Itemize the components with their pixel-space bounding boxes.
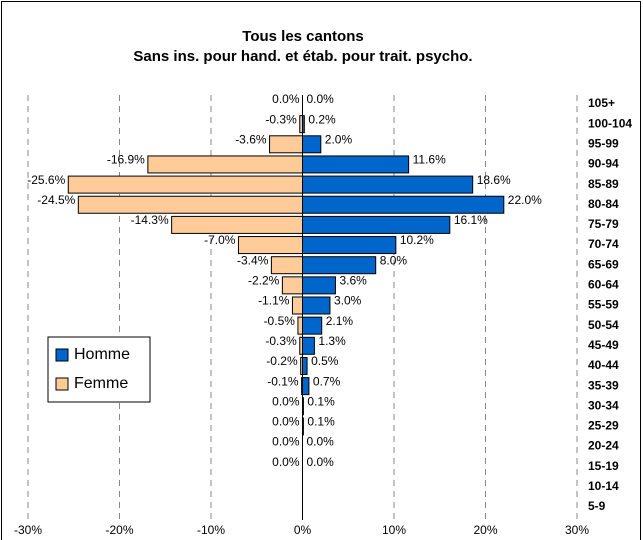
x-tick-label: 0% [294, 523, 312, 537]
bar [147, 155, 303, 174]
chart-subtitle: Sans ins. pour hand. et étab. pour trait… [133, 48, 472, 65]
data-label: 10.2% [400, 233, 434, 247]
data-label: 0.0% [272, 435, 300, 449]
bar [302, 236, 397, 255]
data-label: 2.1% [326, 314, 354, 328]
bar [302, 175, 474, 194]
data-label: 0.7% [313, 374, 341, 388]
y-tick-label: 105+ [588, 96, 615, 110]
y-tick-label: 85-89 [588, 177, 619, 191]
data-label: -0.5% [264, 314, 296, 328]
data-label: 0.5% [311, 354, 339, 368]
bar [237, 236, 303, 255]
legend-label: Homme [74, 346, 130, 363]
legend-box [47, 336, 151, 403]
y-tick-label: 60-64 [588, 278, 619, 292]
x-tick-label: -20% [105, 523, 133, 537]
y-tick-label: 25-29 [588, 419, 619, 433]
data-label: 3.0% [334, 294, 362, 308]
data-label: -0.3% [265, 334, 297, 348]
y-tick-label: 65-69 [588, 257, 619, 271]
bar [297, 316, 303, 335]
legend-label: Femme [74, 375, 128, 392]
bar [302, 155, 410, 174]
data-label: 1.3% [318, 334, 346, 348]
data-label: 0.0% [307, 92, 335, 106]
x-tick-label: 30% [565, 523, 589, 537]
bar [302, 316, 323, 335]
y-tick-label: 75-79 [588, 217, 619, 231]
data-label: 22.0% [508, 193, 542, 207]
data-label: -0.3% [265, 112, 297, 126]
bar [291, 296, 303, 315]
data-label: 18.6% [477, 173, 511, 187]
chart-title: Tous les cantons [242, 28, 363, 45]
data-label: 2.0% [325, 132, 353, 146]
y-tick-label: 30-34 [588, 398, 619, 412]
legend-swatch [55, 377, 69, 391]
y-tick-label: 90-94 [588, 157, 619, 171]
data-label: -25.6% [27, 173, 65, 187]
x-tick-label: 10% [382, 523, 406, 537]
data-label: -16.9% [107, 153, 145, 167]
y-tick-label: 35-39 [588, 378, 619, 392]
bar [302, 356, 308, 375]
data-label: -3.4% [237, 253, 269, 267]
y-tick-label: 45-49 [588, 338, 619, 352]
data-label: 0.0% [272, 415, 300, 429]
bar [302, 256, 377, 275]
data-label: 0.1% [307, 394, 335, 408]
data-label: 0.0% [272, 92, 300, 106]
data-label: -24.5% [37, 193, 75, 207]
data-label: -7.0% [204, 233, 236, 247]
x-tick-label: -10% [197, 523, 225, 537]
data-label: -1.1% [258, 294, 290, 308]
data-label: -0.2% [266, 354, 298, 368]
bar [302, 276, 336, 295]
legend-swatch [55, 348, 69, 362]
y-tick-label: 10-14 [588, 479, 619, 493]
bar [302, 377, 310, 396]
bar [281, 276, 303, 295]
bar [302, 215, 451, 234]
bar [302, 195, 505, 214]
bar [269, 135, 303, 154]
y-tick-label: 20-24 [588, 439, 619, 453]
data-label: 0.0% [307, 455, 335, 469]
data-label: -14.3% [131, 213, 169, 227]
data-label: -2.2% [248, 274, 280, 288]
bar [67, 175, 304, 194]
bar [302, 296, 331, 315]
y-tick-label: 80-84 [588, 197, 619, 211]
bar [270, 256, 304, 275]
bar [171, 215, 303, 234]
y-tick-label: 5-9 [588, 499, 606, 513]
data-label: 8.0% [380, 253, 408, 267]
data-label: -0.1% [267, 374, 299, 388]
data-label: 0.0% [272, 394, 300, 408]
bar [77, 195, 303, 214]
data-label: 16.1% [454, 213, 488, 227]
y-tick-label: 15-19 [588, 459, 619, 473]
y-tick-label: 95-99 [588, 136, 619, 150]
data-label: -3.6% [235, 132, 267, 146]
y-tick-label: 50-54 [588, 318, 619, 332]
y-tick-label: 70-74 [588, 237, 619, 251]
data-label: 0.0% [272, 455, 300, 469]
y-tick-label: 55-59 [588, 298, 619, 312]
bar [302, 135, 322, 154]
x-tick-label: -30% [14, 523, 42, 537]
data-label: 11.6% [413, 153, 446, 167]
data-label: 3.6% [339, 274, 367, 288]
data-label: 0.2% [308, 112, 336, 126]
y-tick-label: 40-44 [588, 358, 619, 372]
bar [302, 336, 315, 355]
y-tick-label: 100-104 [588, 116, 632, 130]
data-label: 0.0% [307, 435, 335, 449]
x-tick-label: 20% [473, 523, 497, 537]
data-label: 0.1% [307, 415, 335, 429]
